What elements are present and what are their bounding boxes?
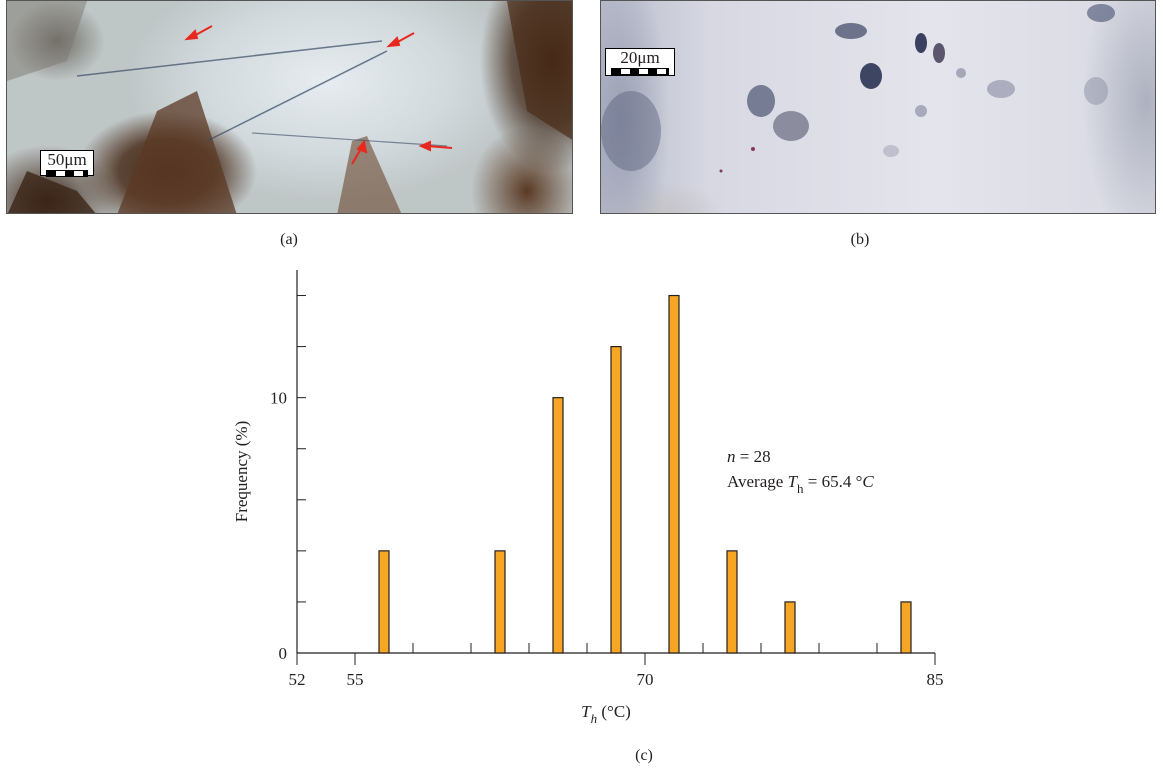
x-axis-label: Th (°C) bbox=[581, 702, 631, 726]
histogram-bar bbox=[784, 601, 796, 654]
caption-a: (a) bbox=[280, 231, 298, 248]
micrograph-a-texture bbox=[7, 1, 572, 213]
y-tick-label: 0 bbox=[279, 644, 288, 663]
micrograph-panel-a bbox=[6, 0, 573, 214]
annotation-avg-prefix: Average bbox=[727, 472, 788, 491]
x-axis-label-main: T bbox=[581, 702, 592, 721]
annotation-avg-value: = 65.4 ° bbox=[804, 472, 863, 491]
scale-bar-b: 20μm bbox=[605, 48, 675, 76]
scale-bar-b-ruler bbox=[611, 68, 669, 75]
caption-b: (b) bbox=[850, 231, 870, 248]
histogram-bar bbox=[668, 294, 680, 654]
histogram-bar bbox=[900, 601, 912, 654]
arrow-markers-a bbox=[184, 25, 453, 165]
x-axis-label-unit: (°C) bbox=[597, 702, 631, 721]
bars bbox=[378, 294, 912, 654]
annotation-n-symbol: n bbox=[727, 447, 736, 466]
micrograph-panel-b bbox=[600, 0, 1156, 214]
caption-c: (c) bbox=[635, 747, 653, 764]
x-tick-label: 85 bbox=[927, 670, 944, 689]
annotation-average: Average Th = 65.4 °C bbox=[727, 472, 874, 496]
x-tick-label: 70 bbox=[637, 670, 654, 689]
histogram-bar bbox=[726, 550, 738, 654]
annotation-sample-size: n = 28 bbox=[727, 447, 771, 466]
annotation-n-value: = 28 bbox=[736, 447, 771, 466]
annotation-avg-unit: C bbox=[862, 472, 874, 491]
y-axis: 0 10 bbox=[270, 270, 306, 663]
annotation-avg-T: T bbox=[788, 472, 799, 491]
scale-bar-a-ruler bbox=[46, 170, 88, 177]
scale-bar-b-label: 20μm bbox=[620, 48, 660, 67]
histogram-bar bbox=[494, 550, 506, 654]
x-tick-label: 55 bbox=[347, 670, 364, 689]
histogram-bar bbox=[610, 346, 622, 654]
arrow-head-2 bbox=[386, 36, 401, 48]
arrow-marker-4 bbox=[426, 145, 453, 149]
scale-bar-a-label: 50μm bbox=[47, 150, 87, 169]
y-axis-label: Frequency (%) bbox=[232, 421, 251, 523]
x-axis-label-sub: h bbox=[591, 711, 598, 726]
y-tick-label: 10 bbox=[270, 389, 287, 408]
arrow-head-3 bbox=[356, 139, 368, 154]
x-tick-label: 52 bbox=[289, 670, 306, 689]
annotation-avg-sub: h bbox=[797, 481, 804, 496]
arrow-head-1 bbox=[184, 29, 199, 41]
scale-bar-a: 50μm bbox=[40, 150, 94, 177]
histogram-bar bbox=[378, 550, 390, 654]
histogram-bar bbox=[552, 397, 564, 654]
micrograph-b-texture bbox=[601, 4, 1115, 173]
arrow-head-4 bbox=[418, 140, 431, 152]
